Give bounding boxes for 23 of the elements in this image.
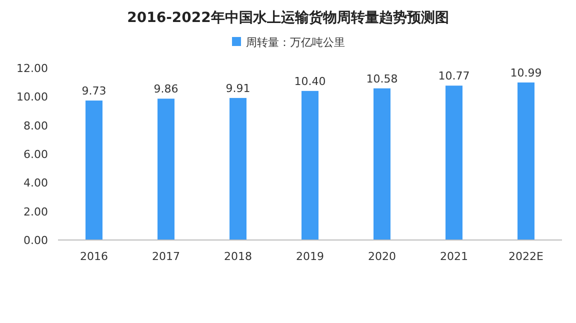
- data-label: 9.91: [226, 82, 250, 95]
- y-tick-label: 12.00: [16, 62, 48, 75]
- legend-label: 周转量：万亿吨公里: [246, 36, 345, 49]
- x-tick-label: 2017: [152, 250, 180, 263]
- y-tick-label: 6.00: [24, 148, 48, 161]
- data-label: 10.40: [294, 74, 326, 88]
- x-tick-label: 2018: [224, 250, 252, 263]
- data-label: 9.73: [82, 84, 106, 98]
- x-tick-label: 2016: [80, 250, 108, 263]
- y-tick-label: 2.00: [24, 205, 48, 218]
- data-label: 10.58: [366, 72, 398, 86]
- data-label: 10.77: [438, 70, 470, 83]
- y-tick-label: 4.00: [24, 176, 48, 190]
- y-tick-label: 0.00: [24, 234, 48, 247]
- x-tick-label: 2022E: [508, 250, 544, 263]
- x-tick-label: 2020: [368, 250, 396, 263]
- chart-title: 2016-2022年中国水上运输货物周转量趋势预测图: [127, 10, 449, 26]
- y-tick-label: 8.00: [24, 119, 48, 132]
- x-tick-label: 2021: [440, 250, 468, 263]
- data-label: 10.99: [510, 66, 542, 80]
- y-tick-label: 10.00: [16, 90, 48, 104]
- x-tick-label: 2019: [296, 250, 324, 263]
- data-label: 9.86: [154, 82, 178, 96]
